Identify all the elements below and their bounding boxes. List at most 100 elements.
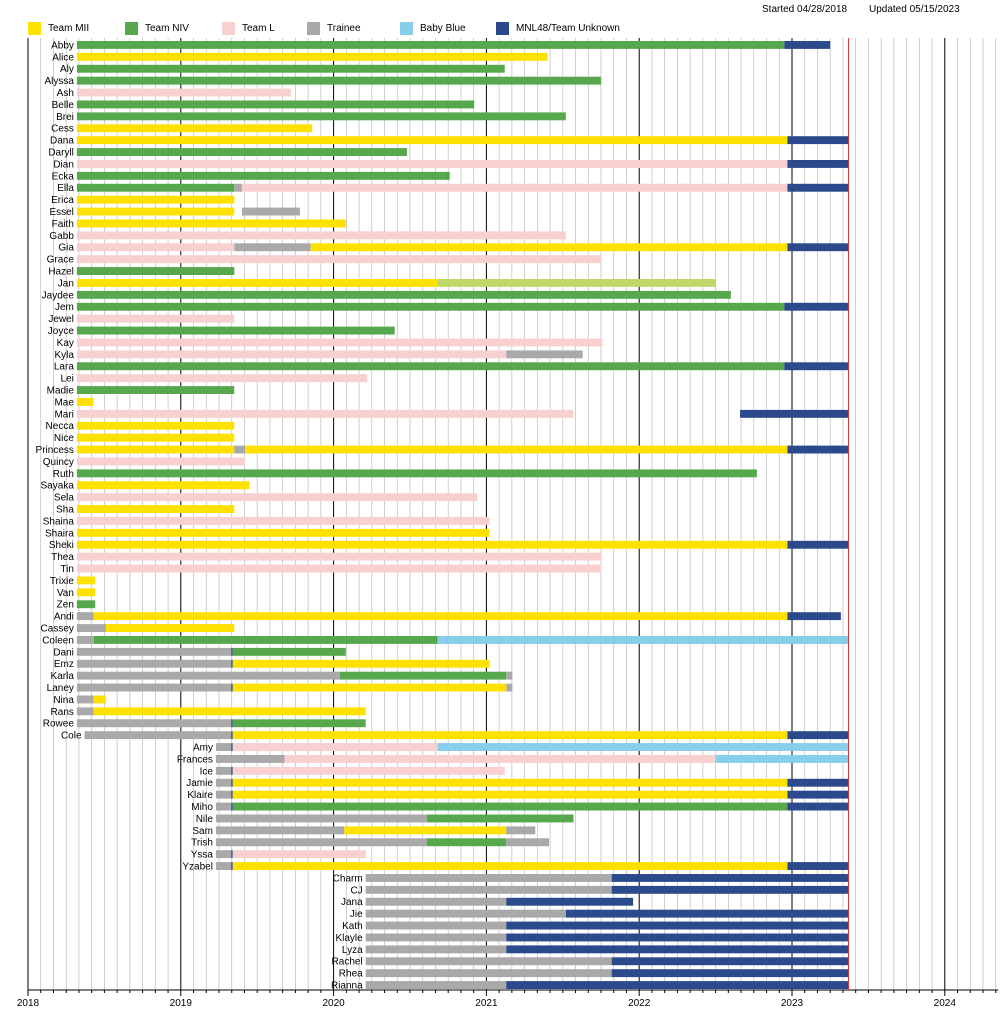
timeline-bar: [76, 552, 601, 561]
timeline-bar: [365, 885, 612, 894]
timeline-bar: [76, 362, 785, 371]
timeline-bar: [76, 421, 235, 430]
legend-swatch: [400, 22, 413, 35]
timeline-bar: [76, 505, 235, 513]
member-label: Hazel: [48, 267, 74, 278]
timeline-bar: [76, 350, 507, 359]
timeline-bar: [284, 755, 716, 763]
member-label: Faith: [52, 219, 74, 230]
member-label: Cassey: [41, 624, 74, 635]
timeline-bar: [76, 267, 235, 275]
legend-label: Team NIV: [145, 23, 189, 34]
timeline-bar: [76, 517, 490, 525]
legend-baby-blue: Baby Blue: [400, 22, 496, 35]
x-tick-label: 2024: [934, 998, 957, 1009]
timeline-bar: [76, 290, 731, 299]
timeline-bar: [787, 540, 849, 549]
timeline-bar: [231, 743, 233, 751]
timeline-bar: [232, 802, 788, 811]
timeline-bar: [231, 766, 233, 775]
timeline-bar: [437, 636, 849, 644]
timeline-bar: [232, 778, 788, 787]
member-label: Alyssa: [44, 76, 74, 87]
member-label: Ice: [200, 766, 214, 777]
member-label: Rowee: [43, 719, 75, 730]
timeline-bar: [76, 588, 96, 597]
timeline-bar: [506, 897, 634, 906]
timeline-bar: [787, 731, 849, 740]
timeline-bar: [506, 921, 849, 930]
member-label: Yzabel: [182, 862, 213, 873]
member-label: Erica: [51, 195, 74, 206]
timeline-bar: [426, 814, 574, 823]
member-label: Abby: [51, 40, 74, 51]
timeline-bar: [76, 398, 94, 406]
timeline-bar: [365, 933, 507, 942]
timeline-bar: [76, 41, 785, 49]
timeline-bar: [76, 528, 490, 537]
member-label: Laney: [47, 683, 74, 694]
timeline-bar: [76, 624, 106, 632]
member-label: Sheki: [49, 540, 74, 551]
timeline-bar: [76, 457, 245, 466]
timeline-bar: [215, 755, 285, 763]
timeline-bar: [215, 743, 232, 751]
member-label: Shaira: [45, 528, 74, 539]
member-label: Daryll: [48, 148, 74, 159]
timeline-bar: [232, 862, 788, 870]
member-label: Dana: [50, 136, 74, 147]
timeline-bar: [76, 540, 788, 549]
timeline-bar: [365, 969, 612, 978]
timeline-bar: [76, 64, 505, 73]
member-label: Jie: [350, 909, 363, 920]
timeline-bar: [787, 183, 849, 192]
timeline-bar: [76, 88, 291, 97]
timeline-bar: [76, 171, 450, 180]
timeline-bar: [76, 707, 94, 716]
member-label: CJ: [350, 885, 362, 896]
timeline-bar: [231, 731, 233, 740]
timeline-bar: [76, 112, 566, 121]
member-label: Grace: [47, 255, 75, 266]
member-label: Jana: [341, 897, 363, 908]
timeline-bar: [76, 493, 478, 502]
timeline-bar: [93, 695, 106, 704]
legend-label: Team L: [242, 23, 275, 34]
timeline-bar: [76, 576, 96, 585]
timeline-bar: [215, 802, 232, 811]
member-label: Trixie: [50, 576, 75, 587]
timeline-bar: [232, 766, 505, 775]
timeline-bar: [76, 338, 603, 347]
member-label: Belle: [52, 100, 75, 111]
timeline-bar: [76, 433, 235, 442]
timeline-bar: [76, 659, 232, 668]
legend-swatch: [222, 22, 235, 35]
timeline-bar: [76, 409, 574, 418]
timeline-bar: [506, 671, 513, 680]
legend-label: Baby Blue: [420, 23, 466, 34]
member-label: Frances: [177, 754, 213, 765]
timeline-bar: [231, 647, 233, 656]
timeline-bar: [215, 790, 232, 799]
timeline-bar: [215, 838, 427, 847]
timeline-bar: [234, 445, 245, 454]
timeline-bar: [787, 862, 849, 870]
timeline-bar: [76, 183, 235, 192]
member-label: Miho: [191, 802, 213, 813]
timeline-bar: [215, 778, 232, 787]
timeline-bar: [76, 160, 788, 168]
timeline-bar: [232, 719, 366, 728]
member-label: Shaina: [43, 516, 75, 527]
timeline-bar: [234, 183, 242, 192]
timeline-bar: [787, 160, 849, 168]
member-label: Van: [57, 588, 74, 599]
timeline-bar: [231, 850, 233, 859]
timeline-bar: [76, 207, 235, 216]
member-label: Alice: [52, 52, 74, 63]
x-tick-label: 2023: [781, 998, 804, 1009]
x-tick-label: 2022: [628, 998, 651, 1009]
timeline-bar: [76, 386, 235, 394]
member-label: Kath: [342, 921, 363, 932]
timeline-bar: [365, 945, 507, 954]
timeline-bar: [76, 195, 235, 204]
